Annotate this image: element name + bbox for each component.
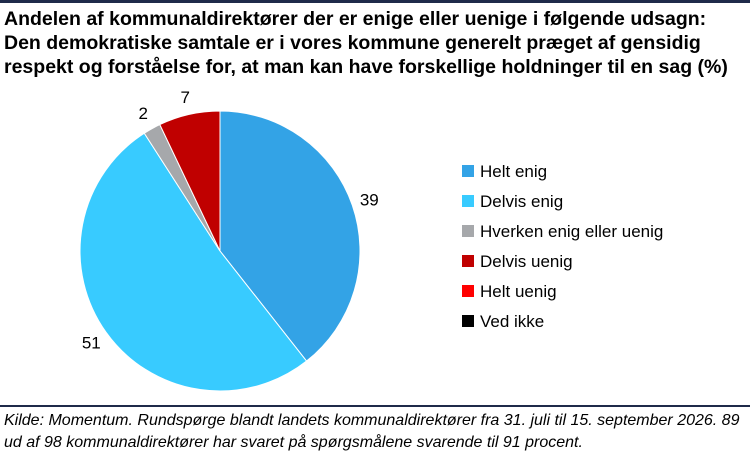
legend: Helt enig Delvis enig Hverken enig eller u…: [462, 162, 663, 331]
legend-item-delvis-enig: Delvis enig: [462, 192, 563, 211]
legend-swatch: [462, 195, 474, 207]
legend-label: Delvis uenig: [480, 252, 573, 271]
pie-chart: 39 51 2 7 Helt enig Delvis enig Hverken enig …: [79, 88, 663, 392]
legend-label: Delvis enig: [480, 192, 563, 211]
legend-swatch: [462, 225, 474, 237]
legend-item-helt-uenig: Helt uenig: [462, 282, 557, 301]
top-rule: [0, 0, 750, 3]
pie-slice-delvis-uenig: [159, 110, 221, 252]
legend-item-ved-ikke: Ved ikke: [462, 312, 544, 331]
pie-slices: [79, 110, 361, 392]
legend-swatch: [462, 255, 474, 267]
legend-item-delvis-uenig: Delvis uenig: [462, 252, 573, 271]
data-label-helt-enig: 39: [360, 190, 379, 209]
data-label-delvis-uenig: 7: [180, 88, 189, 107]
legend-swatch: [462, 165, 474, 177]
legend-item-hverken-enig-eller-uenig: Hverken enig eller uenig: [462, 222, 663, 241]
legend-swatch: [462, 315, 474, 327]
pie-slice-delvis-enig: [79, 132, 308, 392]
chart-area: 39 51 2 7 Helt enig Delvis enig Hverken enig …: [0, 88, 750, 400]
data-label-hverken-enig-eller-uenig: 2: [138, 104, 147, 123]
legend-label: Helt enig: [480, 162, 547, 181]
pie-slice-helt-enig: [219, 110, 361, 362]
chart-title: Andelen af kommunaldirektører der er eni…: [4, 8, 728, 78]
data-label-delvis-enig: 51: [82, 334, 101, 353]
legend-swatch: [462, 285, 474, 297]
legend-label: Hverken enig eller uenig: [480, 222, 663, 241]
legend-label: Helt uenig: [480, 282, 557, 301]
source-note: Kilde: Momentum. Rundspørge blandt lande…: [4, 412, 740, 451]
pie-value-labels: 39 51 2 7: [82, 88, 379, 353]
legend-item-helt-enig: Helt enig: [462, 162, 547, 181]
bottom-rule: [0, 405, 750, 407]
legend-label: Ved ikke: [480, 312, 544, 331]
